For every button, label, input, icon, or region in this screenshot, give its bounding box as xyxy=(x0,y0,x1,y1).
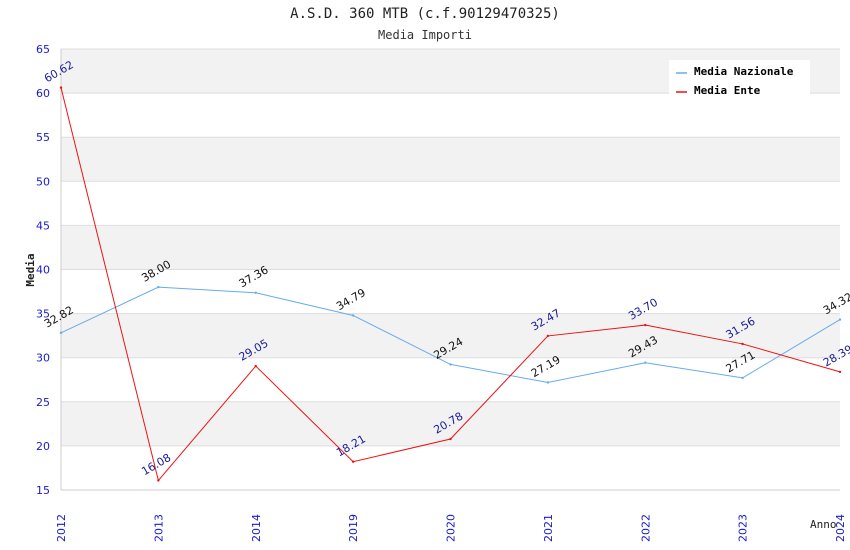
y-tick-label: 55 xyxy=(36,131,50,144)
data-point-media-ente xyxy=(157,479,160,482)
x-tick-label: 2014 xyxy=(250,514,263,542)
x-tick-label: 2024 xyxy=(834,514,847,542)
data-point-media-ente xyxy=(546,334,550,338)
plot-band xyxy=(61,93,840,138)
x-tick-label: 2021 xyxy=(542,514,555,542)
y-axis-label: Media xyxy=(24,253,37,286)
series-lines xyxy=(59,86,842,482)
data-point-media-nazionale xyxy=(741,376,744,380)
data-point-media-ente xyxy=(644,323,647,327)
y-tick-label: 30 xyxy=(36,352,50,365)
data-point-media-ente xyxy=(351,460,355,463)
plot-band xyxy=(61,225,840,270)
y-tick-label: 45 xyxy=(36,219,50,232)
chart-subtitle: Media Importi xyxy=(378,28,472,42)
data-point-media-nazionale xyxy=(838,318,842,321)
axes: 15 20 25 30 35 40 45 50 55 60 65 2012 2013 2014 2019 20… xyxy=(36,43,847,542)
legend-label-media-ente: Media Ente xyxy=(694,84,761,97)
data-point-media-nazionale xyxy=(157,285,160,289)
legend-label-media-nazionale: Media Nazionale xyxy=(694,65,794,78)
data-point-media-nazionale xyxy=(644,361,647,364)
data-point-media-ente xyxy=(449,437,452,441)
y-tick-label: 60 xyxy=(36,87,50,100)
plot-band xyxy=(61,269,840,314)
plot-band xyxy=(61,181,840,226)
x-axis-label: Anno xyxy=(810,518,837,531)
data-point-media-ente xyxy=(254,364,257,368)
data-point-media-ente xyxy=(838,370,842,374)
x-tick-label: 2022 xyxy=(639,514,652,542)
chart-title: A.S.D. 360 MTB (c.f.90129470325) xyxy=(290,6,560,22)
y-tick-label: 20 xyxy=(36,440,50,453)
y-tick-label: 65 xyxy=(36,43,50,56)
plot-bands xyxy=(61,49,840,490)
data-point-media-nazionale xyxy=(351,314,355,317)
x-tick-label: 2020 xyxy=(445,514,458,542)
data-point-media-nazionale xyxy=(254,291,257,294)
y-tick-label: 15 xyxy=(36,484,50,497)
y-tick-label: 50 xyxy=(36,175,50,188)
data-point-media-nazionale xyxy=(546,381,550,384)
x-tick-label: 2019 xyxy=(347,514,360,542)
plot-band xyxy=(61,137,840,182)
y-tick-label: 40 xyxy=(36,264,50,277)
legend: Media Nazionale Media Ente xyxy=(669,60,810,97)
legend-box xyxy=(669,60,810,96)
data-point-media-ente xyxy=(59,86,63,89)
data-point-media-nazionale xyxy=(449,363,452,366)
plot-band xyxy=(61,445,840,490)
y-tick-label: 35 xyxy=(36,308,50,321)
data-point-media-ente xyxy=(741,342,744,346)
plot-band xyxy=(61,313,840,358)
x-tick-label: 2013 xyxy=(152,514,165,542)
x-tick-label: 2023 xyxy=(737,514,750,542)
data-point-media-nazionale xyxy=(59,331,63,335)
x-tick-label: 2012 xyxy=(55,514,68,542)
y-tick-label: 25 xyxy=(36,396,50,409)
